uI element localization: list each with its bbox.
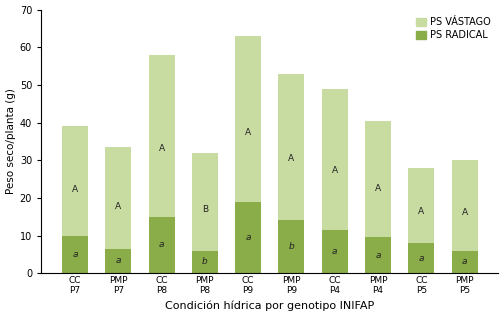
Text: a: a	[332, 247, 338, 256]
Text: a: a	[462, 257, 467, 266]
Bar	[192, 251, 218, 273]
Bar	[105, 249, 131, 273]
X-axis label: Condición hídrica por genotipo INIFAP: Condición hídrica por genotipo INIFAP	[165, 301, 374, 311]
Bar	[408, 168, 434, 243]
Text: a: a	[419, 254, 424, 263]
Bar	[365, 121, 391, 237]
Bar	[278, 74, 304, 221]
Text: A: A	[462, 208, 468, 217]
Text: A: A	[158, 144, 165, 153]
Text: a: a	[375, 251, 381, 260]
Bar	[235, 36, 261, 202]
Text: b: b	[202, 257, 208, 266]
Bar	[149, 55, 174, 217]
Bar	[235, 202, 261, 273]
Text: a: a	[159, 241, 164, 249]
Bar	[149, 217, 174, 273]
Bar	[322, 89, 348, 230]
Text: B: B	[202, 205, 208, 214]
Text: A: A	[245, 127, 251, 137]
Text: A: A	[375, 184, 381, 193]
Text: a: a	[245, 233, 251, 242]
Text: A: A	[332, 166, 338, 175]
Text: A: A	[288, 154, 294, 163]
Bar	[452, 251, 478, 273]
Bar	[408, 243, 434, 273]
Text: a: a	[72, 250, 78, 259]
Bar	[62, 236, 88, 273]
Text: b: b	[289, 242, 294, 251]
Text: A: A	[418, 207, 424, 216]
Y-axis label: Peso seco/planta (g): Peso seco/planta (g)	[6, 88, 16, 194]
Bar	[105, 147, 131, 249]
Bar	[278, 221, 304, 273]
Text: A: A	[115, 202, 121, 210]
Text: a: a	[115, 256, 121, 265]
Bar	[365, 237, 391, 273]
Bar	[62, 126, 88, 236]
Bar	[192, 153, 218, 251]
Bar	[322, 230, 348, 273]
Bar	[452, 160, 478, 251]
Text: A: A	[72, 185, 78, 194]
Legend: PS VÁSTAGO, PS RADICAL: PS VÁSTAGO, PS RADICAL	[413, 14, 493, 43]
